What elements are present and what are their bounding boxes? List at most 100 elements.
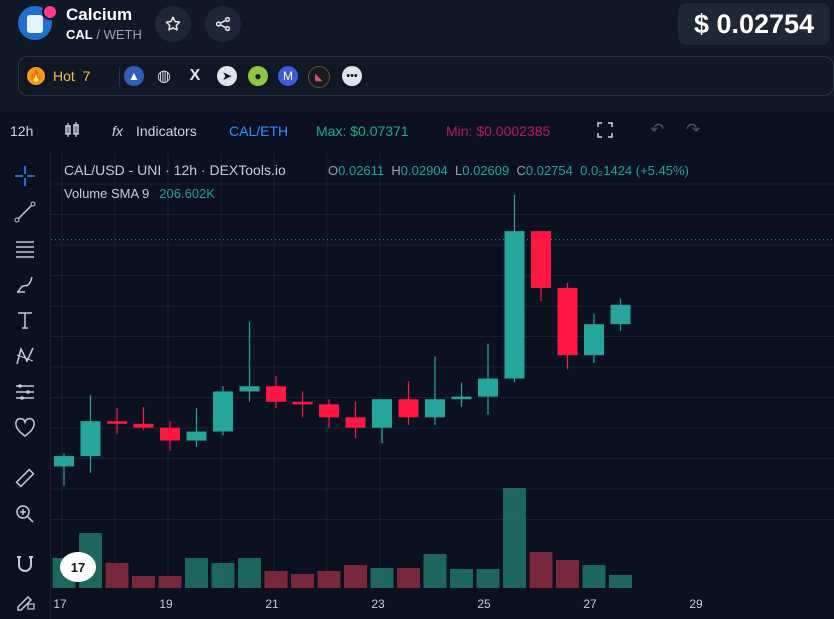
- coinmarketcap-icon[interactable]: M: [278, 66, 298, 86]
- x-tick-label: 25: [477, 597, 491, 611]
- volume-bar: [529, 552, 553, 588]
- star-icon: [165, 16, 181, 31]
- candle-body: [531, 231, 551, 289]
- volume-bar: [476, 569, 500, 588]
- globe-icon[interactable]: ◍: [157, 68, 171, 85]
- candle-body: [372, 399, 392, 428]
- chart-legend-title: CAL/USD - UNI · 12h · DEXTools.io: [64, 162, 286, 178]
- candlestick-icon: [65, 122, 79, 137]
- volume-bar: [291, 574, 314, 588]
- ruler-icon[interactable]: [13, 466, 37, 490]
- close-label: C: [516, 163, 526, 178]
- candle-body: [239, 386, 260, 392]
- zoom-icon[interactable]: [13, 502, 37, 526]
- links-separator: [119, 67, 120, 87]
- volume-bar: [317, 571, 341, 588]
- heart-icon[interactable]: [13, 416, 37, 440]
- low-label: L: [455, 163, 463, 178]
- volume-bar: [450, 569, 473, 588]
- candle-body: [54, 456, 74, 467]
- more-icon[interactable]: •••: [342, 66, 362, 86]
- interval-selector[interactable]: 12h: [10, 123, 34, 139]
- open-label: O: [328, 163, 339, 178]
- ohlc-readout: O0.02611 H0.02904 L0.02609 C0.02754 0.0₂…: [328, 163, 689, 178]
- min-price: Min: $0.0002385: [446, 123, 551, 139]
- telegram-icon[interactable]: ➤: [217, 66, 237, 86]
- max-price: Max: $0.07371: [316, 123, 409, 139]
- candle-body: [557, 288, 578, 356]
- price-display: $ 0.02754: [678, 3, 830, 45]
- candle-body: [133, 423, 154, 428]
- volume-label: Volume SMA 9: [64, 186, 150, 201]
- volume-bar: [609, 575, 632, 588]
- fib-tool-icon[interactable]: [13, 380, 37, 404]
- volume-value: 206.602K: [159, 186, 215, 201]
- change-value: 0.0₂1424 (+5.45%): [580, 163, 689, 178]
- candle-type-button[interactable]: [63, 121, 81, 142]
- trend-line-icon[interactable]: [13, 200, 37, 224]
- crosshair-icon[interactable]: [13, 164, 37, 188]
- hot-label: Hot: [53, 68, 75, 84]
- pattern-tool-icon[interactable]: [13, 344, 37, 368]
- quote-symbol: WETH: [103, 27, 142, 42]
- x-tick-label: 29: [689, 597, 703, 611]
- volume-bar: [582, 565, 606, 588]
- candle-body: [266, 386, 286, 402]
- favorite-button[interactable]: [155, 6, 191, 42]
- token-symbol: CAL: [66, 27, 93, 42]
- fullscreen-button[interactable]: [596, 121, 614, 142]
- candle-body: [398, 399, 419, 418]
- x-tick-label: 23: [371, 597, 385, 611]
- volume-bar: [556, 560, 579, 588]
- chart-toolbar: 12h fx Indicators CAL/ETH Max: $0.07371 …: [0, 114, 834, 148]
- x-tick-label: 17: [53, 597, 67, 611]
- token-header: Calcium CAL / WETH $ 0.02754 🔥 Hot 7 ▲ ◍…: [0, 0, 834, 112]
- share-icon: [215, 16, 231, 32]
- text-tool-icon[interactable]: [13, 308, 37, 332]
- volume-bar: [264, 571, 288, 588]
- chart-icon[interactable]: ▲: [124, 66, 144, 86]
- volume-bar: [105, 563, 129, 588]
- candle-body: [160, 427, 180, 441]
- pair-separator: /: [96, 27, 100, 42]
- undo-icon[interactable]: ↶: [650, 120, 665, 139]
- hot-rank: 7: [82, 68, 91, 84]
- volume-bar: [423, 554, 447, 588]
- fullscreen-icon: [597, 122, 613, 138]
- tradingview-logo: 17: [60, 552, 96, 582]
- volume-bar: [211, 563, 235, 588]
- drawing-toolbar: [0, 152, 51, 619]
- lock-drawings-icon[interactable]: [13, 588, 37, 612]
- volume-bar: [503, 488, 526, 588]
- x-tick-label: 21: [265, 597, 279, 611]
- volume-bar: [370, 568, 394, 588]
- dextools-icon[interactable]: ◣: [308, 66, 330, 88]
- indicators-icon: fx: [112, 123, 123, 139]
- chain-badge-icon: [42, 4, 58, 20]
- candle-body: [319, 404, 339, 418]
- candle-body: [451, 396, 472, 400]
- candle-body: [584, 324, 604, 356]
- close-value: 0.02754: [525, 163, 573, 178]
- x-icon[interactable]: X: [189, 67, 201, 84]
- magnet-icon[interactable]: [13, 552, 37, 576]
- coingecko-icon[interactable]: ●: [248, 66, 268, 86]
- volume-bar: [185, 558, 208, 588]
- price-chart[interactable]: 17 19 21 23 25 27 29: [51, 152, 834, 619]
- x-tick-label: 19: [159, 597, 173, 611]
- links-bar: 🔥 Hot 7 ▲ ◍ X ➤ ● M ◣ •••: [18, 56, 834, 96]
- candle-body: [292, 401, 313, 405]
- volume-bar: [344, 565, 367, 588]
- share-button[interactable]: [205, 6, 241, 42]
- candle-body: [478, 378, 498, 397]
- brush-icon[interactable]: [13, 272, 37, 296]
- candle-body: [186, 431, 207, 441]
- high-value: 0.02904: [400, 163, 448, 178]
- volume-legend: Volume SMA 9 206.602K: [64, 186, 215, 201]
- indicators-button[interactable]: Indicators: [136, 123, 197, 139]
- horizontal-lines-icon[interactable]: [13, 236, 37, 260]
- hot-badge[interactable]: 🔥 Hot 7: [27, 65, 90, 87]
- volume-bar: [132, 576, 155, 588]
- pair-toggle[interactable]: CAL/ETH: [229, 123, 289, 139]
- redo-icon[interactable]: ↷: [686, 120, 701, 139]
